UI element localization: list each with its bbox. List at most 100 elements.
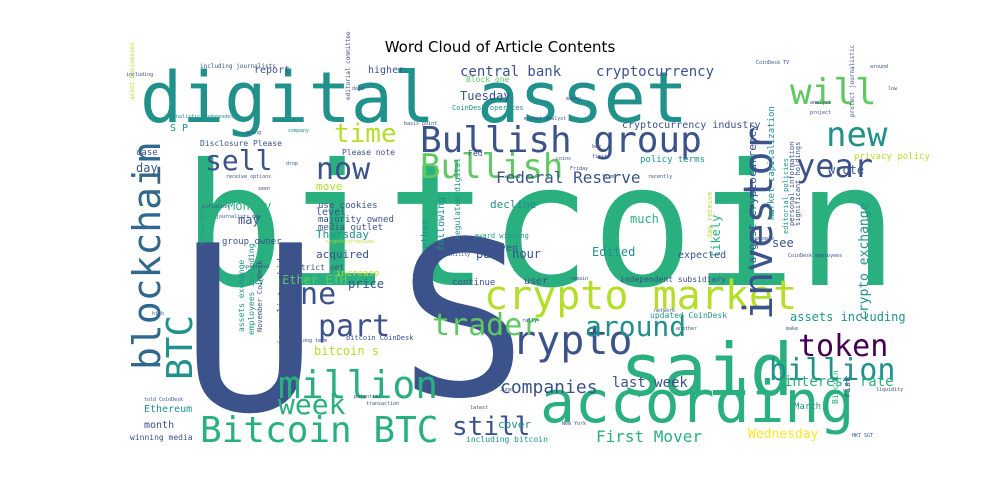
word-2: S <box>398 195 527 446</box>
word-106: asset businesses <box>129 42 136 100</box>
word-121: transaction <box>366 401 399 407</box>
word-84: group owner <box>222 237 282 247</box>
word-130: people <box>756 236 774 242</box>
word-105: Fed <box>468 149 483 158</box>
word-54: cover <box>498 418 531 431</box>
word-146: latest <box>470 405 488 411</box>
word-98: award winning <box>474 232 529 240</box>
word-14: token <box>798 329 888 364</box>
word-22: billion <box>769 353 895 388</box>
word-15: new <box>826 115 888 155</box>
word-53: bitcoin s <box>314 344 379 358</box>
word-144: drop <box>286 161 298 167</box>
word-93: employees including <box>247 243 256 335</box>
word-88: CoinDesk operates <box>452 104 524 112</box>
word-12: million <box>278 363 438 407</box>
word-7: crypto market <box>484 273 797 319</box>
word-97: regulated digital <box>453 158 462 240</box>
word-11: Bitcoin BTC <box>200 410 438 451</box>
word-132: basis point <box>404 121 437 127</box>
word-28: time <box>334 119 397 149</box>
word-112: inflation <box>202 204 229 210</box>
word-42: Thursday <box>316 228 369 241</box>
word-115: company <box>288 128 309 134</box>
word-143: seen <box>258 186 270 192</box>
word-4: according <box>540 368 854 436</box>
word-61: winning media <box>130 433 193 442</box>
word-124: liquidity <box>876 387 903 393</box>
word-89: independent subsidiary <box>620 275 726 284</box>
word-131: market analyst <box>524 116 566 122</box>
word-90: updated CoinDesk <box>650 311 727 320</box>
word-51: price <box>348 277 384 291</box>
word-24: now <box>316 152 371 187</box>
word-63: risk <box>843 376 853 398</box>
word-149: firm <box>602 174 614 180</box>
word-67: acquired <box>316 248 369 261</box>
word-55: cryptocurrency industry <box>622 120 760 131</box>
word-30: First Mover <box>596 427 702 446</box>
word-45: Edited <box>592 245 635 259</box>
word-100: editorial policies <box>782 158 790 234</box>
word-96: bitcoin CoinDesk <box>346 334 414 342</box>
word-140: coins <box>556 156 571 162</box>
word-37: largest cryptocurrency <box>746 124 759 270</box>
word-110: receive options <box>226 174 271 180</box>
word-142: going <box>246 130 261 136</box>
word-95: November CoinDesk <box>256 260 264 332</box>
word-23: one <box>282 277 336 312</box>
word-114: cryptocurrencies <box>326 239 374 245</box>
word-113: bitcoin price <box>200 206 206 245</box>
word-0: bitcoin <box>182 128 898 326</box>
word-35: central bank <box>460 64 562 80</box>
word-9: crypto <box>488 318 633 364</box>
word-135: April <box>484 246 499 252</box>
word-118: volatility <box>440 252 470 258</box>
word-136: June <box>500 387 512 393</box>
word-20: trader <box>432 308 540 343</box>
word-123: told CoinDesk <box>144 397 183 403</box>
word-65: following <box>436 197 447 251</box>
word-25: week <box>278 388 346 421</box>
word-102: significant holdings <box>794 142 802 226</box>
word-33: crypto exchange <box>857 202 872 320</box>
word-21: part <box>318 309 390 344</box>
chart-title: Word Cloud of Article Contents <box>385 38 616 56</box>
word-56: policy terms <box>640 155 705 165</box>
word-31: interest rate <box>784 374 894 390</box>
word-1: U <box>180 198 318 465</box>
word-127: project <box>810 110 831 116</box>
word-49: see <box>772 236 794 250</box>
word-59: Ethereum <box>144 404 192 415</box>
word-70: case <box>136 148 158 158</box>
word-107: journalistic independence <box>164 114 239 120</box>
word-77: continue <box>452 278 495 288</box>
word-78: increase <box>336 269 379 279</box>
word-26: still <box>452 412 530 442</box>
word-119: long term <box>300 338 327 344</box>
word-103: protect journalistic <box>849 44 856 117</box>
word-154: Friday <box>570 166 588 172</box>
word-27: sell <box>205 144 272 177</box>
word-108: editorial committee <box>345 31 352 100</box>
word-43: past hour <box>476 247 541 261</box>
word-94: assets exchange <box>237 260 246 332</box>
word-150: low <box>888 86 898 92</box>
word-52: Ether ETH <box>282 273 347 287</box>
word-73: Bitcoin <box>831 370 840 404</box>
word-109: including journalists <box>200 63 276 70</box>
word-76: user <box>524 276 548 287</box>
word-117: CoinDesk employees <box>788 253 842 259</box>
word-69: day <box>136 161 158 175</box>
word-116: CoinDesk TV <box>756 60 789 66</box>
word-129: recently <box>648 174 672 180</box>
word-48: expected <box>678 250 726 261</box>
word-75: higher <box>368 65 404 76</box>
word-80: strict set <box>296 263 344 272</box>
word-82: majority owned <box>318 215 394 225</box>
word-62: March <box>794 402 821 412</box>
word-120: New York <box>562 421 586 427</box>
word-3: digital asset <box>140 57 688 139</box>
word-87: Block one <box>466 75 510 84</box>
